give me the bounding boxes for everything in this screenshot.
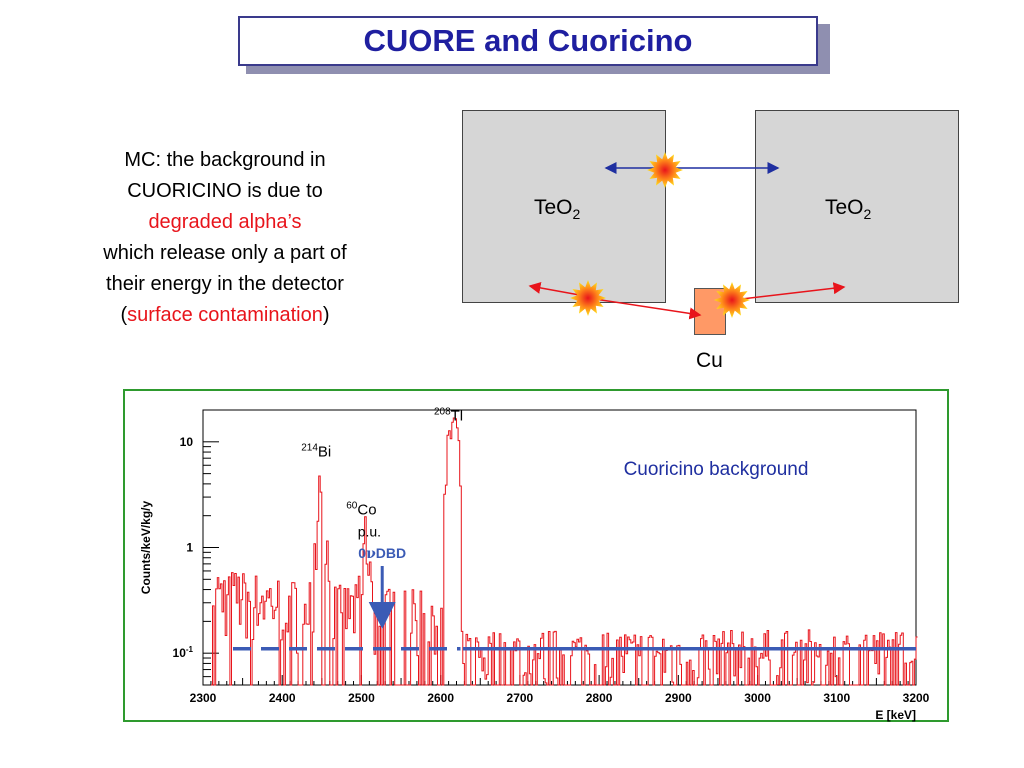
peak-note: p.u. — [358, 523, 381, 539]
x-tick-label: 2900 — [665, 691, 692, 705]
crystal-left-base: TeO — [534, 196, 573, 219]
y-axis-title: Counts/keV/kg/y — [139, 500, 153, 594]
desc-line-4: which release only a part of — [103, 242, 347, 264]
x-tick-label: 3000 — [744, 691, 771, 705]
crystal-right-sub: 2 — [863, 206, 872, 223]
decay-burst-icon — [647, 152, 683, 188]
desc-line-6: (surface contamination) — [40, 300, 410, 331]
crystal-right — [755, 110, 959, 303]
x-tick-label: 3100 — [823, 691, 850, 705]
chart-title: Cuoricino background — [624, 459, 809, 480]
copper-label: Cu — [696, 349, 723, 372]
x-axis-title: E [keV] — [875, 708, 916, 722]
desc-line-3: degraded alpha’s — [148, 211, 302, 233]
qbb-marker-label: 0νDBD — [358, 545, 406, 562]
arrow-bottom-left — [528, 281, 586, 297]
crystal-left-sub: 2 — [572, 206, 581, 223]
chart-annotations: 214Bi 60Co p.u. 208Tl 0νDBD Cuoricino backgro… — [301, 406, 809, 629]
peak-label-bi: 214Bi — [301, 443, 331, 461]
desc-line-5: their energy in the detector — [106, 273, 344, 295]
x-tick-label: 2700 — [507, 691, 534, 705]
decay-burst-icon — [570, 280, 606, 316]
spectrum-line — [210, 417, 918, 686]
slide-title: CUORE and Cuoricino — [238, 16, 818, 66]
x-tick-label: 2300 — [190, 691, 217, 705]
crystal-right-base: TeO — [825, 196, 864, 219]
crystal-left-label: TeO2 — [534, 196, 580, 222]
x-tick-label: 2600 — [427, 691, 454, 705]
surface-contamination-text: surface contamination — [127, 304, 323, 326]
description-text: MC: the background in CUORICINO is due t… — [40, 145, 410, 331]
x-tick-label: 2800 — [586, 691, 613, 705]
x-tick-label: 2400 — [269, 691, 296, 705]
crystal-left — [462, 110, 666, 303]
arrow-bottom-right — [732, 282, 846, 301]
y-tick-label: 10 — [180, 435, 194, 449]
peak-label-tl: 208Tl — [434, 406, 463, 424]
y-tick-label: 10-1 — [173, 645, 194, 660]
x-tick-label: 3200 — [903, 691, 930, 705]
peak-label-co: 60Co — [346, 500, 376, 518]
x-tick-label: 2500 — [348, 691, 375, 705]
crystal-right-label: TeO2 — [825, 196, 871, 222]
paren-open: ( — [120, 304, 128, 326]
desc-line-2: CUORICINO is due to — [127, 180, 323, 202]
decay-burst-icon — [714, 282, 750, 318]
spectrum-series — [210, 417, 918, 686]
y-tick-label: 1 — [186, 541, 193, 555]
paren-close: ) — [322, 304, 330, 326]
chart-ticks: 2300 2400 2500 2600 2700 2800 2900 3000 3100 3200… — [173, 409, 930, 705]
desc-line-1: MC: the background in — [124, 149, 326, 171]
arrow-bottom-middle — [587, 297, 702, 320]
